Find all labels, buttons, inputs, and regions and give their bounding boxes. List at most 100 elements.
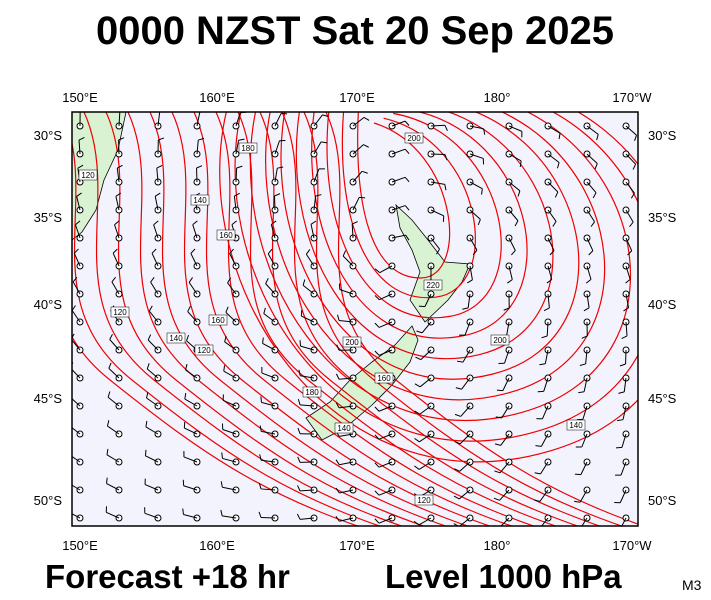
barb-staff — [273, 195, 276, 211]
barb-flag — [335, 487, 340, 494]
barb-flag — [158, 137, 165, 141]
barb-flag — [68, 477, 69, 483]
contour-label: 220 — [426, 281, 440, 290]
barb-staff — [300, 375, 315, 379]
contour-label-box — [414, 494, 434, 506]
contour-label: 120 — [197, 346, 211, 355]
barb-flag — [182, 508, 184, 515]
contour-label: 120 — [417, 496, 431, 505]
contour-label-box — [566, 419, 586, 431]
barb-flag — [574, 500, 581, 503]
barb-flag — [534, 527, 540, 529]
barb-staff — [263, 313, 276, 323]
barb-flag — [363, 144, 369, 148]
barb-staff — [235, 167, 238, 183]
barb-staff — [305, 254, 315, 267]
barb-flag — [73, 248, 79, 254]
barb-flag — [581, 335, 588, 339]
barb-flag — [335, 402, 340, 409]
barb-staff — [540, 433, 549, 447]
barb-flag — [454, 413, 461, 417]
barb-flag — [510, 250, 516, 256]
barb-flag — [578, 391, 585, 394]
barb-staff — [625, 209, 634, 223]
barb-staff — [499, 489, 510, 501]
axis-labels: 150°E 150°E 160°E 160°E 170°E 170°E 180° 180° 17… — [34, 90, 677, 553]
barb-flag — [112, 248, 118, 254]
barb-flag — [106, 477, 108, 484]
barb-flag — [315, 194, 322, 197]
contour-label: 140 — [569, 421, 583, 430]
barb-staff — [508, 125, 523, 132]
barb-staff — [115, 196, 120, 211]
barb-flag — [415, 356, 422, 361]
barb-staff — [458, 489, 471, 500]
barb-staff — [621, 433, 627, 448]
isobar — [149, 112, 470, 526]
barb-flag — [541, 335, 548, 339]
barb-flag — [296, 513, 301, 520]
barb-staff — [72, 368, 81, 379]
barb-staff — [546, 321, 549, 337]
barb-flag — [238, 138, 245, 141]
barb-staff — [300, 345, 315, 351]
barb-staff — [342, 255, 354, 267]
barb-staff — [620, 461, 627, 476]
barb-staff — [547, 265, 553, 280]
barb-flag — [552, 221, 557, 227]
contour-label: 180 — [241, 144, 255, 153]
isobar — [325, 112, 638, 525]
barb-staff — [339, 320, 354, 323]
barb-staff — [625, 265, 631, 280]
barb-staff — [106, 454, 120, 463]
barb-flag — [106, 448, 109, 455]
barb-staff — [502, 377, 510, 391]
barb-staff — [225, 311, 237, 323]
barb-flag — [297, 485, 301, 492]
barb-staff — [581, 433, 588, 448]
barb-flag — [224, 335, 227, 342]
barb-flag — [298, 369, 301, 376]
barb-flag — [535, 445, 542, 447]
barb-flag — [543, 307, 550, 312]
barb-flag — [472, 249, 478, 256]
barb-flag — [596, 134, 599, 141]
barb-staff — [539, 489, 549, 502]
barb-flag — [583, 307, 590, 312]
barb-flag — [404, 148, 410, 155]
barb-staff — [339, 433, 354, 437]
barb-flag — [117, 164, 123, 169]
barb-flag — [414, 383, 421, 388]
barb-staff — [461, 377, 471, 390]
barb-flag — [337, 314, 340, 321]
barb-flag — [454, 468, 460, 472]
barb-staff — [261, 372, 276, 379]
barb-staff — [146, 397, 159, 407]
barb-flag — [619, 363, 626, 367]
barb-flag — [517, 190, 521, 197]
isobar — [83, 112, 404, 526]
barb-staff — [579, 489, 588, 503]
barb-flag — [594, 163, 598, 170]
barb-flag — [494, 443, 501, 446]
barb-staff — [469, 265, 473, 280]
forecast-label: Forecast +18 hr — [45, 558, 290, 595]
barb-flag — [109, 333, 113, 340]
barb-staff — [541, 405, 549, 420]
isobar — [265, 112, 606, 401]
barb-flag — [310, 220, 317, 225]
barb-staff — [582, 405, 588, 420]
barb-flag — [483, 128, 486, 135]
barb-staff — [540, 461, 549, 475]
wind-barbs — [68, 112, 638, 529]
barb-staff — [78, 139, 81, 155]
contour-label: 120 — [113, 308, 127, 317]
barb-flag — [258, 483, 262, 490]
barb-staff — [543, 377, 549, 392]
barb-flag — [184, 393, 187, 400]
barb-staff — [469, 181, 483, 190]
barb-staff — [508, 265, 513, 280]
barb-staff — [146, 368, 159, 379]
